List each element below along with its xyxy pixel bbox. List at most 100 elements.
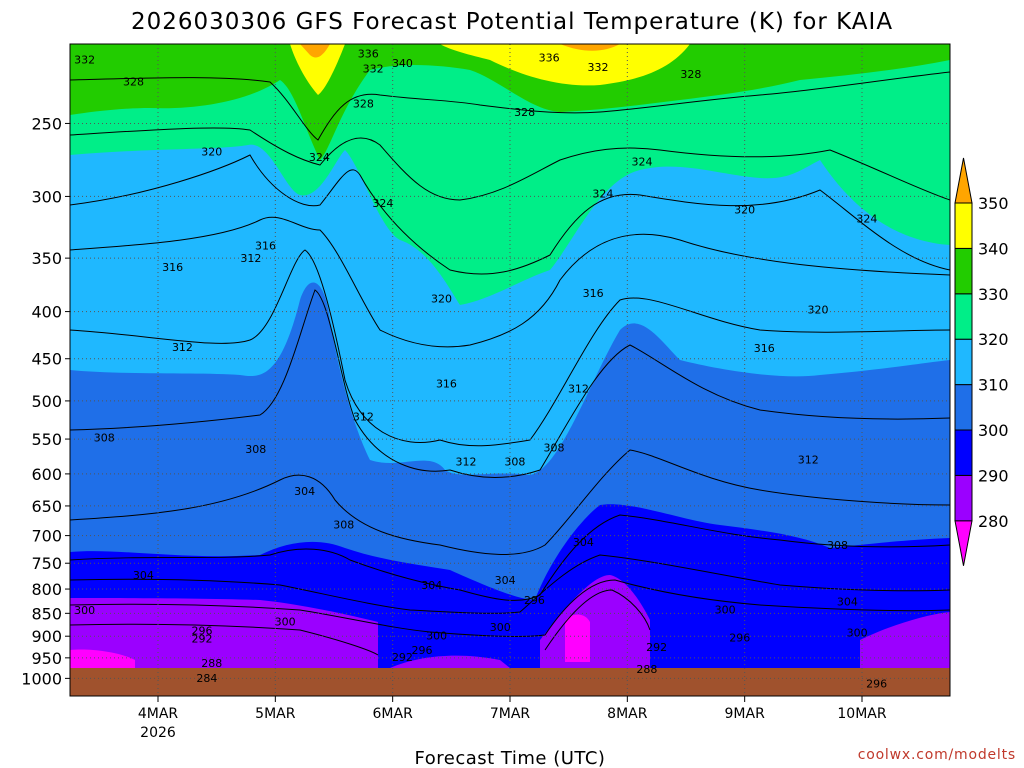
contour-label: 312 (240, 252, 261, 265)
contour-316 (70, 216, 950, 348)
contour-label: 308 (827, 539, 848, 552)
y-tick-label: 400 (31, 303, 62, 322)
y-tick-label: 850 (31, 604, 62, 623)
colorbar-tick-label: 320 (978, 330, 1009, 349)
contour-label: 308 (94, 432, 115, 445)
contour-label: 296 (524, 594, 545, 607)
band-340-350 (290, 44, 690, 95)
contour-label: 328 (514, 106, 535, 119)
contour-label: 300 (847, 627, 868, 640)
contour-label: 316 (255, 239, 276, 252)
contour-label: 308 (504, 456, 525, 469)
y-tick-label: 300 (31, 187, 62, 206)
y-tick-label: 800 (31, 580, 62, 599)
contour-288 (70, 589, 651, 656)
colorbar-segment (954, 338, 973, 386)
contour-308 (70, 289, 950, 478)
y-tick-label: 900 (31, 627, 62, 646)
contour-324 (70, 127, 950, 201)
contour-label: 300 (715, 604, 736, 617)
contour-label: 316 (162, 261, 183, 274)
contour-label: 312 (456, 456, 477, 469)
contour-label: 328 (353, 98, 374, 111)
contour-label: 300 (490, 621, 511, 634)
contour-292 (70, 579, 950, 637)
contour-label: 288 (201, 657, 222, 670)
contour-label: 332 (363, 63, 384, 76)
contour-label: 308 (245, 443, 266, 456)
contour-labels: 332 328 336 332 340 328 328 336 332 328 324 324 320 3… (74, 48, 887, 691)
colorbar-tick-label: 310 (978, 376, 1009, 395)
contour-label: 304 (837, 595, 858, 608)
contour-label: 296 (192, 624, 213, 637)
contour-304 (70, 449, 950, 555)
contour-300 (70, 514, 950, 601)
contour-label: 296 (866, 678, 887, 691)
contour-label: 316 (754, 342, 775, 355)
contour-label: 332 (74, 53, 95, 66)
contour-label: 320 (808, 304, 829, 317)
x-axis: 4MAR 2026 5MAR 6MAR 7MAR 8MAR 9MAR 10MAR (138, 696, 887, 741)
colorbar-tick-label: 300 (978, 421, 1009, 440)
band-above-350 (300, 44, 620, 58)
contour-label: 312 (172, 341, 193, 354)
contour-label: 300 (74, 604, 95, 617)
contour-312 (70, 249, 950, 447)
colorbar-tick-label: 350 (978, 194, 1009, 213)
y-tick-label: 750 (31, 554, 62, 573)
colorbar-segment (954, 474, 973, 522)
contour-label: 316 (583, 287, 604, 300)
x-tick-label: 9MAR (725, 706, 766, 722)
contour-label: 300 (426, 629, 447, 642)
band-below-280 (70, 614, 590, 668)
y-tick-label: 1000 (21, 669, 62, 688)
contour-label: 284 (196, 672, 217, 685)
contour-label: 328 (123, 75, 144, 88)
band-330-340 (70, 44, 950, 160)
contour-label: 332 (588, 61, 609, 74)
contour-label: 296 (412, 644, 433, 657)
x-tick-label: 8MAR (607, 706, 648, 722)
y-tick-label: 600 (31, 465, 62, 484)
contour-label: 304 (495, 574, 516, 587)
x-tick-label: 7MAR (490, 706, 531, 722)
x-tick-sublabel: 2026 (140, 725, 176, 741)
contour-label: 304 (133, 569, 154, 582)
colorbar-segment-low (954, 520, 973, 566)
gridlines (70, 44, 950, 696)
colorbar-tick-label: 290 (978, 466, 1009, 485)
band-280-290 (70, 575, 950, 668)
contour-label: 304 (421, 579, 442, 592)
contour-label: 340 (392, 57, 413, 70)
x-tick-label: 4MAR (138, 706, 179, 722)
contour-328 (70, 71, 950, 141)
colorbar-segment (954, 202, 973, 249)
contour-296 (70, 554, 950, 614)
contour-label: 288 (636, 663, 657, 676)
contour-label: 300 (275, 616, 296, 629)
contour-label: 320 (734, 204, 755, 217)
colorbar-segment (954, 384, 973, 431)
contour-label: 292 (192, 632, 213, 645)
colorbar-segment (954, 429, 973, 476)
y-tick-label: 950 (31, 649, 62, 668)
contour-label: 316 (436, 378, 457, 391)
colorbar-segment-high (954, 157, 973, 204)
y-tick-label: 250 (31, 114, 62, 133)
contour-label: 328 (680, 68, 701, 81)
y-tick-label: 650 (31, 497, 62, 516)
colorbar-tick-label: 340 (978, 239, 1009, 258)
y-tick-label: 350 (31, 249, 62, 268)
y-tick-label: 500 (31, 392, 62, 411)
chart-title: 2026030306 GFS Forecast Potential Temper… (131, 9, 893, 35)
x-tick-label: 6MAR (373, 706, 414, 722)
credit-link[interactable]: coolwx.com/modelts (858, 747, 1016, 763)
contour-label: 308 (333, 519, 354, 532)
y-axis: 250 300 350 400 450 500 550 600 650 700 750 800 850 9… (21, 114, 70, 688)
y-tick-label: 700 (31, 527, 62, 546)
colorbar-segment (954, 293, 973, 340)
x-tick-label: 10MAR (837, 706, 886, 722)
contour-label: 320 (431, 292, 452, 305)
contour-label: 336 (358, 48, 379, 61)
contour-lines (70, 71, 950, 656)
